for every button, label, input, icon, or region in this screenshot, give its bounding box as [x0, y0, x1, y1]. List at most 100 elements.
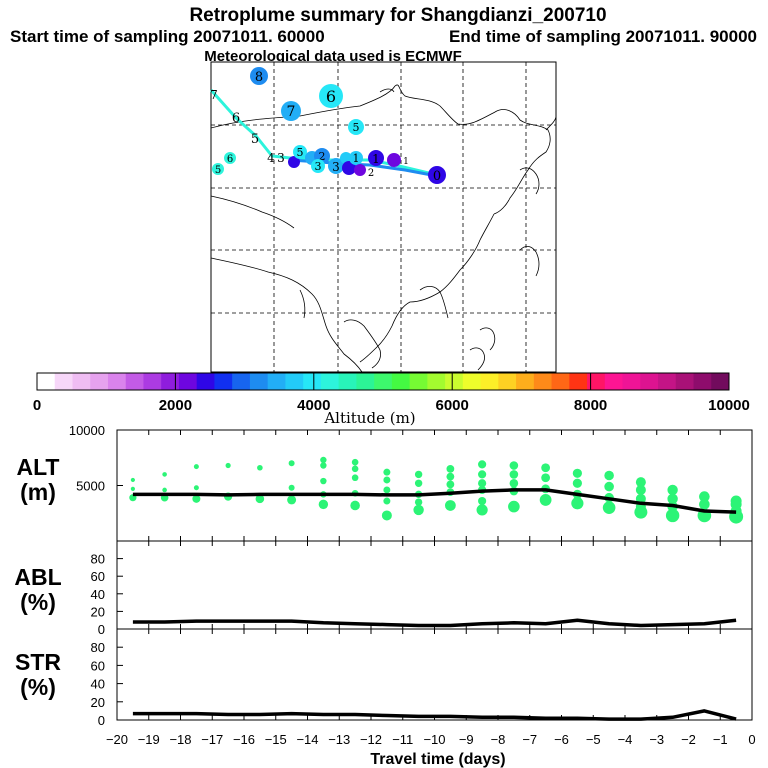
cluster-point — [476, 504, 488, 516]
series-line-abl — [132, 618, 737, 628]
trajectory-map: 8 6 7 5 6 5 6 5 7 5 4 3 2 3 3 1 2 1 1 — [209, 61, 557, 373]
coastlines — [210, 84, 557, 373]
cluster-point — [665, 508, 680, 523]
colorbar-tick-label: 6000 — [436, 397, 469, 414]
cluster-point — [413, 504, 424, 516]
cluster-point — [225, 462, 231, 469]
y-tick-label: 10000 — [69, 423, 105, 438]
cluster-point — [350, 500, 360, 511]
x-tick-label: −19 — [138, 732, 160, 747]
cluster-point — [604, 470, 614, 481]
cluster-label: 3 — [277, 151, 285, 165]
cluster-point — [446, 472, 455, 481]
cluster-point — [130, 477, 135, 483]
cluster-point — [288, 460, 295, 467]
cluster-point — [635, 484, 646, 495]
cluster-point — [509, 461, 519, 470]
cluster-marker — [342, 161, 356, 175]
cluster-point — [414, 470, 423, 479]
cluster-label: 1 — [353, 152, 360, 165]
map-frame — [210, 61, 557, 373]
x-tick-label: −8 — [491, 732, 506, 747]
cluster-point — [509, 470, 519, 479]
colorbar-swatch — [604, 373, 624, 390]
cluster-point — [351, 465, 359, 473]
cluster-point — [320, 456, 327, 464]
colorbar-swatch — [356, 373, 375, 390]
colorbar-tick-label: 10000 — [708, 397, 750, 414]
colorbar-swatch — [498, 373, 517, 390]
y-tick-label: 80 — [91, 552, 105, 567]
y-tick-label: 40 — [91, 677, 105, 692]
cluster-marker — [319, 84, 343, 108]
y-tick-label: 0 — [98, 713, 105, 728]
cluster-point — [320, 462, 327, 469]
colorbar-swatch — [196, 373, 215, 390]
y-tick-label: 5000 — [76, 479, 105, 494]
colorbar-swatch — [72, 373, 91, 390]
colorbar-swatch — [54, 373, 73, 390]
colorbar-swatch — [391, 373, 411, 390]
y-tick-label: 60 — [91, 658, 105, 673]
colorbar-swatch — [445, 373, 464, 390]
x-tick-label: −11 — [392, 732, 413, 747]
cluster-point — [478, 496, 487, 506]
cluster-point — [288, 484, 295, 491]
cluster-point — [351, 458, 359, 466]
cluster-label: 8 — [255, 70, 263, 85]
cluster-point — [635, 477, 646, 488]
cluster-point — [572, 468, 582, 478]
cluster-point — [193, 464, 199, 470]
cluster-label: 3 — [315, 160, 322, 173]
x-tick-label: −2 — [681, 732, 696, 747]
x-tick-label: −6 — [554, 732, 569, 747]
x-tick-label: 0 — [748, 732, 755, 747]
colorbar-swatch — [249, 373, 269, 390]
cluster-point — [383, 468, 391, 476]
cluster-point — [478, 460, 487, 469]
cluster-point — [383, 497, 391, 505]
cluster-marker — [354, 164, 366, 176]
colorbar-swatch — [232, 373, 251, 390]
colorbar-swatch — [267, 373, 286, 390]
x-tick-label: −16 — [233, 732, 255, 747]
colorbar-swatch — [516, 373, 535, 390]
cluster-label: 0 — [433, 169, 441, 184]
cluster-marker — [250, 67, 268, 85]
time-series-panels: ALT(m)100005000ABL(%)806040200STR(%)8060… — [14, 423, 755, 747]
cluster-label: 1 — [403, 157, 409, 167]
panel-label: ALT — [16, 454, 59, 480]
panel-unit: (%) — [20, 589, 56, 615]
colorbar-swatch — [214, 373, 233, 390]
x-tick-label: −14 — [296, 732, 318, 747]
cluster-label: 6 — [326, 87, 336, 106]
cluster-point — [446, 464, 455, 473]
colorbar-swatch — [178, 373, 198, 390]
cluster-label: 3 — [332, 160, 340, 174]
colorbar-swatch — [693, 373, 712, 390]
cluster-point — [604, 481, 614, 492]
colorbar-tick-label: 8000 — [574, 397, 607, 414]
colorbar-swatch — [374, 373, 393, 390]
cluster-marker — [368, 150, 384, 166]
panel-frame — [116, 540, 753, 630]
panel-label: STR — [15, 649, 61, 675]
cluster-point — [162, 487, 167, 493]
cluster-point — [539, 494, 552, 506]
cluster-label: 5 — [353, 121, 360, 134]
colorbar-label: Altitude (m) — [323, 409, 415, 427]
panel-frame — [116, 628, 753, 721]
colorbar-swatch — [107, 373, 127, 390]
colorbar-swatch — [551, 373, 570, 390]
cluster-point — [192, 494, 201, 503]
cluster-marker — [349, 151, 363, 165]
series-line-str — [132, 709, 737, 721]
cluster-label: 1 — [372, 152, 380, 166]
cluster-point — [508, 500, 520, 513]
cluster-point — [414, 479, 423, 487]
cluster-point — [444, 500, 456, 511]
cluster-marker — [293, 145, 307, 159]
colorbar-swatch — [90, 373, 109, 390]
chart-title: Retroplume summary for Shangdianzi_20071… — [189, 5, 606, 26]
